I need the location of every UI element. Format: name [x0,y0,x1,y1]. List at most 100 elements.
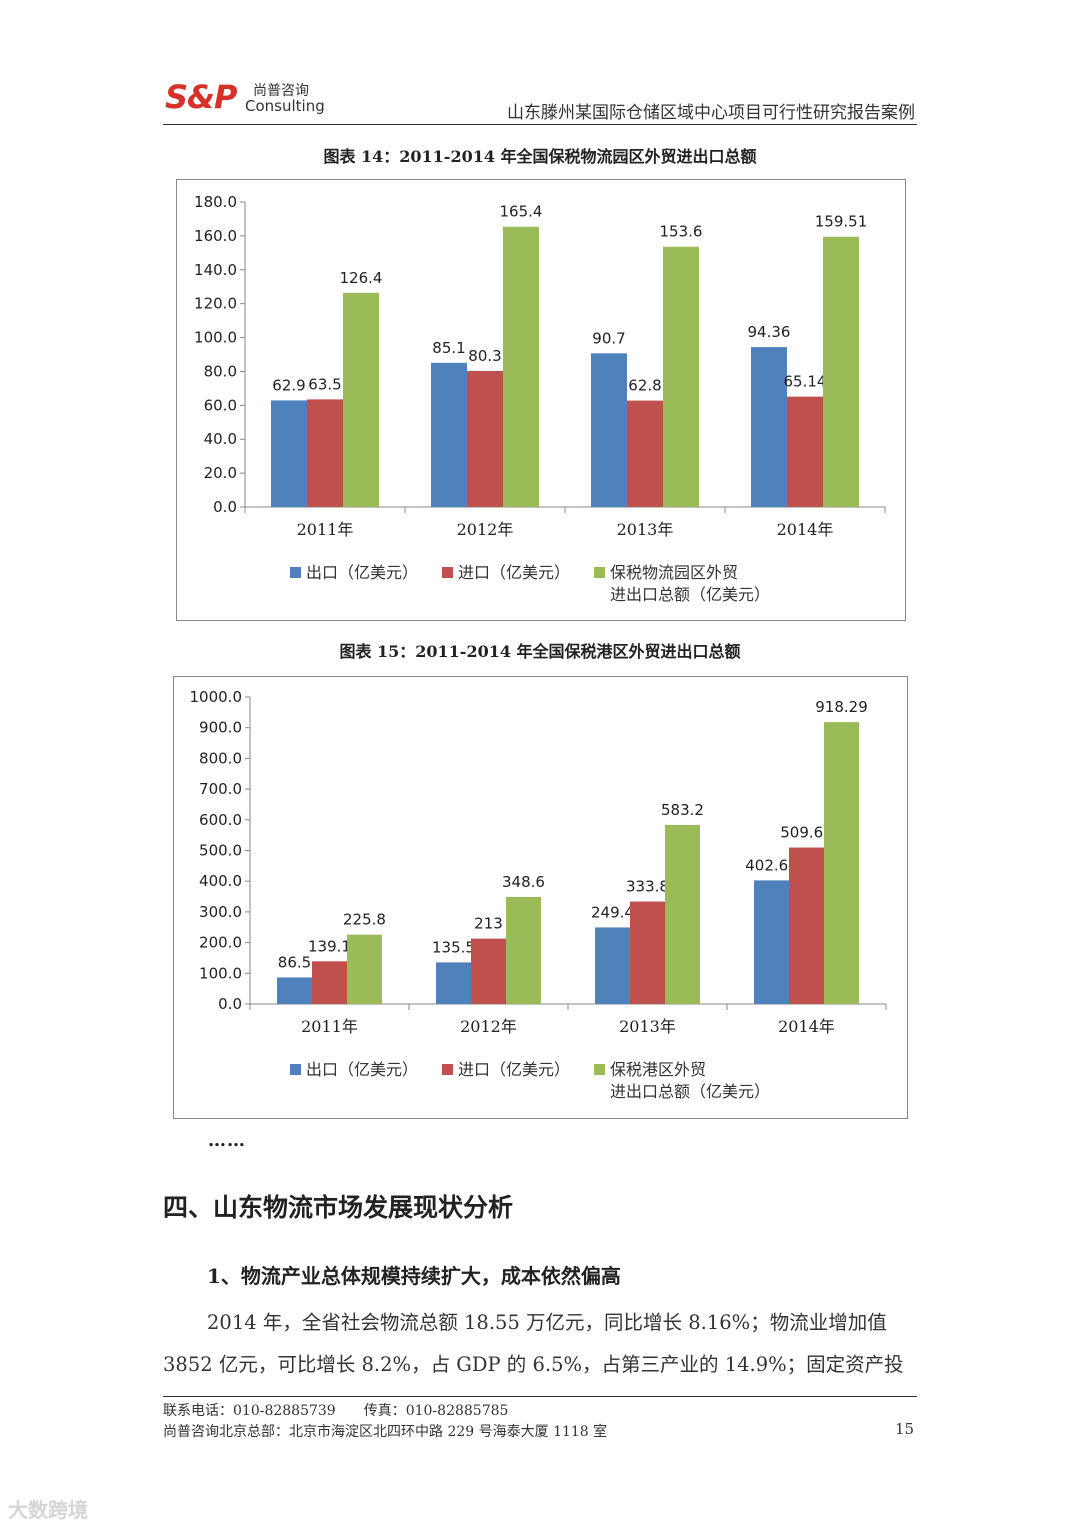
y-tick-label: 0.0 [213,498,237,516]
bar [630,901,665,1004]
x-tick-label: 2014年 [778,1017,835,1036]
figure-14-chart-frame: 0.0 20.0 40.0 60.0 80.0 100.0 120.0 140.0 160.0 1… [176,179,906,621]
y-tick-label: 140.0 [194,261,237,279]
bar [471,938,506,1004]
y-tick-label: 500.0 [199,842,242,860]
y-tick-label: 700.0 [199,780,242,798]
paragraph-line-2: 3852 亿元，可比增长 8.2%，占 GDP 的 6.5%，占第三产业的 14… [163,1353,904,1376]
logo-english-name: Consulting [245,97,325,115]
y-tick-label: 900.0 [199,719,242,737]
data-label: 509.64 [780,824,833,842]
y-tick-label: 180.0 [194,193,237,211]
x-tick-label: 2011年 [301,1017,358,1036]
y-tick-label: 800.0 [199,749,242,767]
page-number: 15 [895,1420,915,1438]
data-label: 583.2 [661,801,704,819]
data-label: 918.29 [815,698,868,716]
legend-swatch [290,1064,301,1075]
x-tick-label: 2014年 [777,520,834,539]
bar [312,961,347,1004]
y-tick-label: 1000.0 [190,688,243,706]
bar [347,934,382,1004]
bar [663,246,699,507]
header-divider [163,124,917,125]
data-label: 65.14 [784,373,827,391]
y-tick-label: 300.0 [199,903,242,921]
footer-divider [163,1396,917,1397]
x-tick-label: 2012年 [460,1017,517,1036]
bar [467,370,503,507]
data-label: 225.8 [343,911,386,929]
y-tick-label: 80.0 [204,362,237,380]
data-label: 85.1 [432,339,465,357]
footer-contact: 联系电话：010-82885739 传真：010-82885785 [163,1403,509,1419]
y-tick-label: 100.0 [199,964,242,982]
company-logo: S&P 尚普咨询 Consulting [165,78,335,118]
data-label: 159.51 [815,213,868,231]
legend-swatch [290,567,301,578]
data-label: 402.63 [745,856,798,874]
bar [591,353,627,507]
figure-15-chart: 0.0 100.0 200.0 300.0 400.0 500.0 600.0 700.0 80… [190,688,887,1101]
data-label: 63.5 [308,375,341,393]
legend-label: 出口（亿美元） [306,563,418,582]
data-label: 165.4 [500,203,543,221]
bar [277,977,312,1004]
y-tick-label: 100.0 [194,329,237,347]
footer-address: 尚普咨询北京总部：北京市海淀区北四环中路 229 号海泰大厦 1118 室 [163,1424,608,1440]
figure-14-chart: 0.0 20.0 40.0 60.0 80.0 100.0 120.0 140.0 160.0 1… [194,193,886,604]
bar [751,347,787,507]
data-label: 90.7 [592,329,625,347]
bar [436,962,471,1004]
bar [503,226,539,507]
y-tick-label: 60.0 [204,396,237,414]
data-label: 153.6 [660,223,703,241]
data-label: 333.8 [626,878,669,896]
logo-chinese-name: 尚普咨询 [253,83,309,99]
x-tick-label: 2013年 [619,1017,676,1036]
legend-label-line2: 进出口总额（亿美元） [610,1082,770,1101]
logo-mark: S&P [165,78,237,116]
bar [627,400,663,507]
legend-swatch [594,567,605,578]
data-label: 139.1 [308,937,351,955]
x-tick-label: 2013年 [617,520,674,539]
y-tick-label: 200.0 [199,934,242,952]
legend-swatch [442,567,453,578]
data-label: 62.9 [272,376,305,394]
bar [665,824,700,1004]
bar [754,880,789,1004]
data-label: 86.5 [278,953,311,971]
watermark: 大数跨境 [8,1498,88,1522]
data-label: 348.6 [502,873,545,891]
data-label: 213 [474,915,503,933]
legend-label-line2: 进出口总额（亿美元） [610,585,770,604]
y-tick-label: 40.0 [204,430,237,448]
data-label: 135.5 [432,938,475,956]
legend-label: 进口（亿美元） [458,563,570,582]
bar [595,927,630,1004]
subsection-title: 1、物流产业总体规模持续扩大，成本依然偏高 [207,1264,621,1288]
ellipsis: …… [208,1130,246,1151]
bar [823,236,859,507]
figure-15-title: 图表 15：2011-2014 年全国保税港区外贸进出口总额 [339,642,741,661]
y-tick-label: 160.0 [194,227,237,245]
data-label: 62.8 [628,377,661,395]
bar [431,362,467,507]
bar [307,399,343,507]
y-tick-label: 0.0 [218,995,242,1013]
data-label: 126.4 [340,269,383,287]
y-tick-label: 400.0 [199,872,242,890]
bar [343,292,379,507]
bar [789,847,824,1004]
paragraph-line-1: 2014 年，全省社会物流总额 18.55 万亿元，同比增长 8.16%；物流业… [207,1311,887,1334]
x-tick-label: 2012年 [457,520,514,539]
data-label: 80.3 [468,347,501,365]
y-tick-label: 600.0 [199,811,242,829]
section-title: 四、山东物流市场发展现状分析 [163,1193,514,1222]
legend-label: 保税物流园区外贸 [610,563,738,582]
x-tick-label: 2011年 [297,520,354,539]
legend-label: 进口（亿美元） [458,1060,570,1079]
bar [271,400,307,507]
legend-label: 保税港区外贸 [610,1060,706,1079]
